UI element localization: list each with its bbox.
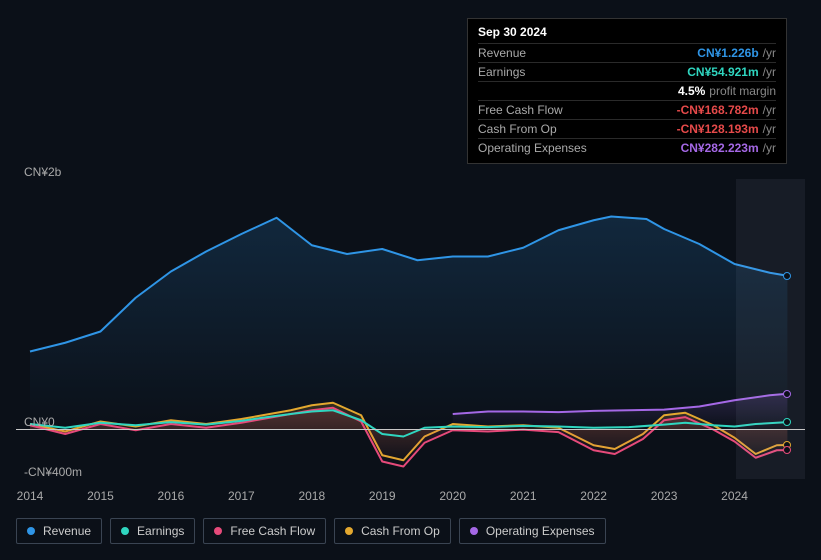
x-axis-tick: 2014 (17, 489, 44, 503)
legend-dot-icon (121, 527, 129, 535)
tooltip-row-suffix: /yr (763, 65, 776, 79)
tooltip-row: Revenue CN¥1.226b/yr (478, 43, 776, 62)
zero-axis-line (16, 429, 805, 430)
legend-dot-icon (345, 527, 353, 535)
data-tooltip: Sep 30 2024 Revenue CN¥1.226b/yr Earnings C… (467, 18, 787, 164)
series-end-marker (783, 446, 791, 454)
tooltip-row-value: 4.5% (678, 84, 705, 98)
tooltip-row-suffix: /yr (763, 46, 776, 60)
legend-item-free-cash-flow[interactable]: Free Cash Flow (203, 518, 326, 544)
legend-item-revenue[interactable]: Revenue (16, 518, 102, 544)
legend-dot-icon (214, 527, 222, 535)
x-axis-tick: 2015 (87, 489, 114, 503)
tooltip-row-label: Revenue (478, 46, 526, 60)
x-axis-tick: 2020 (439, 489, 466, 503)
tooltip-row-label: Cash From Op (478, 122, 557, 136)
tooltip-row-label: Earnings (478, 65, 525, 79)
legend-label: Operating Expenses (486, 524, 595, 538)
tooltip-row-value: CN¥54.921m (687, 65, 758, 79)
chart-svg (16, 179, 805, 479)
x-axis-tick: 2019 (369, 489, 396, 503)
legend-label: Free Cash Flow (230, 524, 315, 538)
series-end-marker (783, 272, 791, 280)
legend-dot-icon (470, 527, 478, 535)
tooltip-row: 4.5% profit margin (478, 81, 776, 100)
legend-item-operating-expenses[interactable]: Operating Expenses (459, 518, 606, 544)
x-axis-tick: 2018 (298, 489, 325, 503)
legend-item-cash-from-op[interactable]: Cash From Op (334, 518, 451, 544)
tooltip-row-label: Free Cash Flow (478, 103, 563, 117)
x-axis-tick: 2024 (721, 489, 748, 503)
legend-label: Revenue (43, 524, 91, 538)
x-axis-labels: 2014 2015 2016 2017 2018 2019 2020 2021 2022 2023… (16, 489, 805, 505)
tooltip-row-value: -CN¥128.193m (677, 122, 759, 136)
x-axis-tick: 2022 (580, 489, 607, 503)
tooltip-row-suffix: profit margin (709, 84, 776, 98)
earnings-revenue-chart[interactable] (16, 179, 805, 479)
tooltip-date: Sep 30 2024 (478, 25, 776, 39)
y-axis-label: CN¥2b (24, 165, 61, 179)
tooltip-row: Earnings CN¥54.921m/yr (478, 62, 776, 81)
tooltip-row-value: CN¥1.226b (697, 46, 758, 60)
y-axis-label: -CN¥400m (24, 465, 82, 479)
x-axis-tick: 2016 (158, 489, 185, 503)
tooltip-row-value: CN¥282.223m (681, 141, 759, 155)
y-axis-label: CN¥0 (24, 415, 55, 429)
x-axis-tick: 2023 (651, 489, 678, 503)
legend-dot-icon (27, 527, 35, 535)
tooltip-row: Operating Expenses CN¥282.223m/yr (478, 138, 776, 157)
x-axis-tick: 2017 (228, 489, 255, 503)
legend-label: Earnings (137, 524, 184, 538)
tooltip-row-suffix: /yr (763, 103, 776, 117)
tooltip-row-suffix: /yr (763, 141, 776, 155)
tooltip-row-value: -CN¥168.782m (677, 103, 759, 117)
series-end-marker (783, 418, 791, 426)
series-end-marker (783, 390, 791, 398)
series-area-revenue (30, 217, 787, 430)
legend-label: Cash From Op (361, 524, 440, 538)
tooltip-row: Cash From Op -CN¥128.193m/yr (478, 119, 776, 138)
tooltip-row: Free Cash Flow -CN¥168.782m/yr (478, 100, 776, 119)
legend-item-earnings[interactable]: Earnings (110, 518, 195, 544)
tooltip-row-suffix: /yr (763, 122, 776, 136)
chart-legend: Revenue Earnings Free Cash Flow Cash From O… (16, 518, 606, 544)
x-axis-tick: 2021 (510, 489, 537, 503)
chart-hover-band (736, 179, 805, 479)
tooltip-row-label: Operating Expenses (478, 141, 587, 155)
